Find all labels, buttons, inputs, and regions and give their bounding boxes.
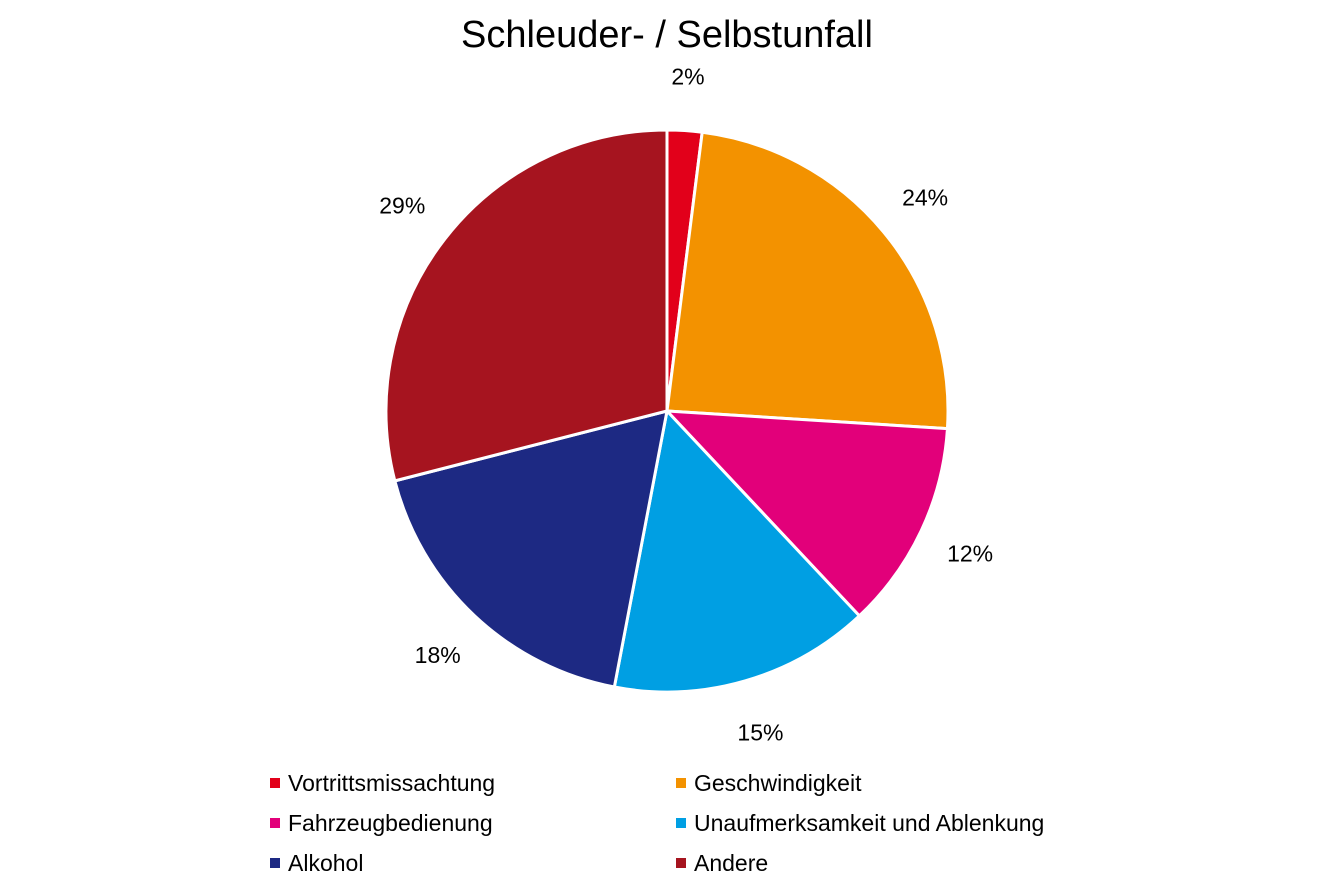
pie-slice-5 <box>393 409 669 689</box>
pie-slice-2 <box>665 130 950 431</box>
legend-item: Fahrzeugbedienung <box>270 803 676 843</box>
data-label: 24% <box>902 184 948 210</box>
data-label: 29% <box>379 193 425 219</box>
legend: Vortrittsmissachtung Geschwindigkeit Fahrz… <box>270 763 1130 883</box>
legend-item: Geschwindigkeit <box>676 763 1116 803</box>
pie-slice-4 <box>612 409 861 694</box>
legend-item: Unaufmerksamkeit und Ablenkung <box>676 803 1116 843</box>
legend-label: Alkohol <box>288 849 364 876</box>
pie-slices <box>384 128 950 694</box>
data-label: 2% <box>671 64 704 90</box>
data-label: 15% <box>737 720 783 746</box>
legend-item: Andere <box>676 843 1116 883</box>
pie-data-labels: 2% 24% 12% 15% 18% 29% <box>379 64 993 746</box>
legend-swatch <box>270 778 280 788</box>
legend-swatch <box>270 818 280 828</box>
legend-swatch <box>270 858 280 868</box>
data-label: 12% <box>947 541 993 567</box>
legend-label: Vortrittsmissachtung <box>288 769 496 796</box>
legend-swatch <box>676 778 686 788</box>
data-label: 18% <box>415 642 461 668</box>
pie-slice-3 <box>665 409 949 618</box>
legend-label: Andere <box>694 849 769 876</box>
pie-chart: 2% 24% 12% 15% 18% 29% <box>379 64 993 746</box>
legend-swatch <box>676 858 686 868</box>
legend-label: Geschwindigkeit <box>694 769 862 796</box>
legend-item: Vortrittsmissachtung <box>270 763 676 803</box>
pie-slice-6 <box>384 128 669 483</box>
legend-label: Unaufmerksamkeit und Ablenkung <box>694 809 1045 836</box>
legend-label: Fahrzeugbedienung <box>288 809 493 836</box>
chart-title: Schleuder- / Selbstunfall <box>461 14 873 56</box>
legend-item: Alkohol <box>270 843 676 883</box>
legend-swatch <box>676 818 686 828</box>
